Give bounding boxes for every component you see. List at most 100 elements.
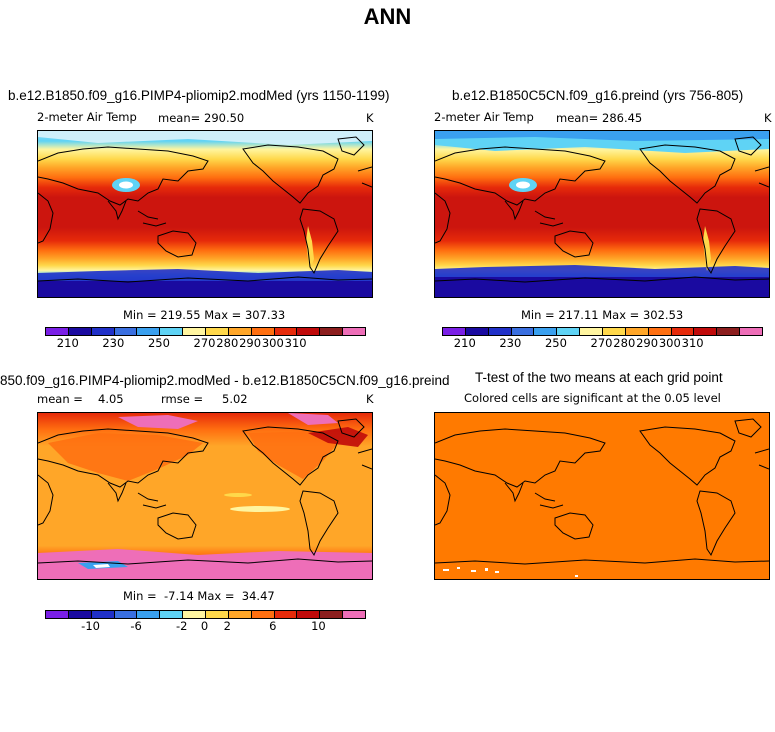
cool-anomaly [230, 506, 290, 512]
panel2-mean-label: mean= [556, 111, 599, 125]
colorbar-swatch [343, 328, 366, 335]
colorbar-swatch [648, 328, 672, 335]
panel1-minmax: Min = 219.55 Max = 307.33 [123, 308, 286, 322]
colorbar-swatch [160, 611, 184, 618]
colorbar-tick-label: 310 [284, 336, 307, 350]
antarctic-warming [38, 549, 372, 579]
colorbar-swatch [228, 328, 252, 335]
colorbar-tick-label: 0 [200, 619, 209, 633]
colorbar-tick-label: 230 [499, 336, 522, 350]
north-america-outline [639, 144, 736, 204]
colorbar-tick-label: 290 [636, 336, 659, 350]
colorbar-tick-label: -2 [175, 619, 188, 633]
colorbar-swatch [114, 328, 138, 335]
colorbar-tick-label: 2 [223, 619, 231, 633]
colorbar-tick-label: 270 [590, 336, 613, 350]
colorbar-tick-label: 280 [613, 336, 636, 350]
antarctica-outline [435, 276, 769, 283]
south-america-outline [299, 208, 339, 275]
colorbar-swatch [137, 328, 161, 335]
panel2-variable: 2-meter Air Temp [434, 110, 534, 124]
colorbar-tick-label: 310 [681, 336, 704, 350]
panel4-title: T-test of the two means at each grid poi… [475, 370, 723, 385]
panel2-minmax: Min = 217.11 Max = 302.53 [521, 308, 684, 322]
panel4-subtitle: Colored cells are significant at the 0.0… [464, 391, 721, 405]
colorbar-swatch [320, 328, 344, 335]
colorbar-tick-label: 250 [544, 336, 567, 350]
temperature-field [38, 131, 372, 297]
eurasia-outline [38, 146, 209, 206]
colorbar-swatch [91, 611, 115, 618]
colorbar-swatch [160, 328, 184, 335]
colorbar-swatch [625, 328, 649, 335]
colorbar-abs-right [442, 327, 763, 336]
colorbar-swatch [206, 611, 229, 618]
significance-field [435, 413, 769, 579]
panel3-mean-value: 4.05 [98, 392, 124, 406]
panel2-map [434, 130, 770, 298]
panel1-variable: 2-meter Air Temp [37, 110, 137, 124]
colorbar-tick-label: 6 [269, 619, 277, 633]
colorbar-swatch [557, 328, 581, 335]
panel2-title: b.e12.B1850C5CN.f09_g16.preind (yrs 756-… [452, 88, 744, 103]
colorbar-swatch [320, 611, 344, 618]
colorbar-swatch [183, 328, 207, 335]
colorbar-swatch [343, 611, 366, 618]
colorbar-diff [45, 610, 366, 619]
colorbar-tick-label: 270 [193, 336, 216, 350]
colorbar-swatch [183, 611, 207, 618]
colorbar-tick-label: 210 [56, 336, 79, 350]
australia-outline [157, 230, 197, 258]
colorbar-tick-label: -10 [81, 619, 100, 633]
colorbar-swatch [91, 328, 115, 335]
colorbar-tick-label: 290 [239, 336, 262, 350]
panel4-map [434, 412, 770, 580]
colorbar-tick-label: 230 [102, 336, 125, 350]
colorbar-tick-label: 300 [261, 336, 284, 350]
colorbar-swatch [274, 611, 298, 618]
colorbar-swatch [740, 328, 763, 335]
colorbar-swatch [717, 328, 741, 335]
panel1-units: K [366, 111, 374, 125]
colorbar-swatch [694, 328, 718, 335]
colorbar-swatch [443, 328, 466, 335]
colorbar-swatch [68, 328, 92, 335]
antarctica-outline [38, 276, 372, 283]
colorbar-tick-label: 210 [453, 336, 476, 350]
colorbar-swatch [297, 611, 321, 618]
figure-title: ANN [363, 4, 412, 29]
panel3-mean-label: mean = [37, 392, 83, 406]
north-america-outline [242, 144, 339, 204]
colorbar-swatch [46, 328, 69, 335]
colorbar-swatch [297, 328, 321, 335]
south-america-outline [696, 208, 736, 275]
colorbar-swatch [228, 611, 252, 618]
colorbar-swatch [251, 328, 275, 335]
colorbar-swatch [137, 611, 161, 618]
colorbar-swatch [206, 328, 229, 335]
colorbar-tick-label: 10 [311, 619, 326, 633]
colorbar-swatch [114, 611, 138, 618]
panel2-units: K [764, 111, 772, 125]
colorbar-swatch [580, 328, 604, 335]
colorbar-swatch [46, 611, 69, 618]
australia-outline [554, 230, 594, 258]
colorbar-swatch [671, 328, 695, 335]
colorbar-swatch [511, 328, 535, 335]
panel3-title: 850.f09_g16.PIMP4-pliomip2.modMed - b.e1… [0, 373, 450, 388]
panel3-map [37, 412, 373, 580]
colorbar-swatch [488, 328, 512, 335]
colorbar-swatch [68, 611, 92, 618]
andes-feature [306, 226, 314, 271]
colorbar-swatch [465, 328, 489, 335]
arctic-cold-region [38, 131, 372, 145]
colorbar-swatch [274, 328, 298, 335]
colorbar-tick-label: 300 [658, 336, 681, 350]
colorbar-tick-label: -6 [130, 619, 142, 633]
colorbar-tick-label: 250 [147, 336, 170, 350]
colorbar-swatch [603, 328, 626, 335]
colorbar-abs-left [45, 327, 366, 336]
panel1-title: b.e12.B1850.f09_g16.PIMP4-pliomip2.modMe… [8, 88, 390, 103]
panel2-mean-value: 286.45 [602, 111, 643, 125]
panel1-mean-value: 290.50 [204, 111, 245, 125]
